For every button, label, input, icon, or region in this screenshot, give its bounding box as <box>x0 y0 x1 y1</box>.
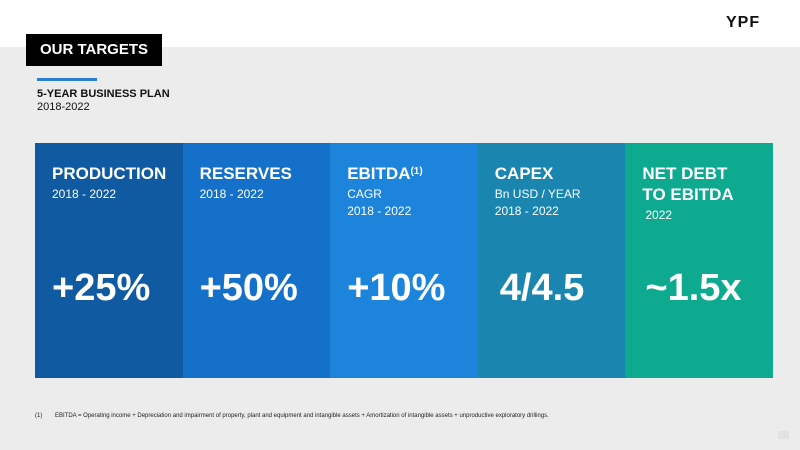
card-subtitle: 2022 <box>645 208 673 222</box>
card-value: +25% <box>52 267 151 309</box>
card-subtitle: Bn USD / YEAR <box>494 187 581 201</box>
footnote-marker: (1) <box>35 413 43 419</box>
accent-divider <box>37 78 97 81</box>
card-subtitle-2: 2018 - 2022 <box>494 204 559 218</box>
card-label: EBITDA <box>347 164 411 183</box>
card-value: ~1.5x <box>645 267 742 309</box>
card-ebitda: EBITDA(1) CAGR 2018 - 2022 +10% <box>330 143 478 378</box>
card-label: RESERVES <box>199 164 292 183</box>
card-net-debt: NET DEBT TO EBITDA 2022 ~1.5x <box>625 143 773 378</box>
card-label: CAPEX <box>494 164 554 183</box>
card-label: NET DEBT <box>642 164 728 183</box>
card-production: PRODUCTION 2018 - 2022 +25% <box>35 143 183 378</box>
card-reserves: RESERVES 2018 - 2022 +50% <box>182 143 331 378</box>
card-subtitle: 2018 - 2022 <box>52 187 117 201</box>
ypf-logo: YPF <box>726 14 761 31</box>
plan-years: 2018-2022 <box>37 101 90 113</box>
card-subtitle: CAGR <box>347 187 382 201</box>
card-subtitle-2: 2018 - 2022 <box>347 204 412 218</box>
card-value: +50% <box>199 267 298 309</box>
footnote-text: EBITDA = Operating income + Depreciation… <box>55 413 549 419</box>
plan-title: 5-YEAR BUSINESS PLAN <box>37 88 170 100</box>
footnote-ref: (1) <box>410 166 423 177</box>
card-subtitle: 2018 - 2022 <box>199 187 264 201</box>
card-label-2: TO EBITDA <box>642 185 734 204</box>
footnote: (1) EBITDA = Operating income + Depreciat… <box>35 413 549 419</box>
card-label-wrap: EBITDA(1) <box>347 163 478 184</box>
page-number-marker <box>778 431 789 439</box>
target-cards: PRODUCTION 2018 - 2022 +25% RESERVES 201… <box>35 143 773 378</box>
page-title: OUR TARGETS <box>26 34 162 66</box>
card-capex: CAPEX Bn USD / YEAR 2018 - 2022 4/4.5 <box>477 143 626 378</box>
card-value: +10% <box>347 267 446 309</box>
card-value: 4/4.5 <box>499 267 585 309</box>
card-label: PRODUCTION <box>52 164 167 183</box>
